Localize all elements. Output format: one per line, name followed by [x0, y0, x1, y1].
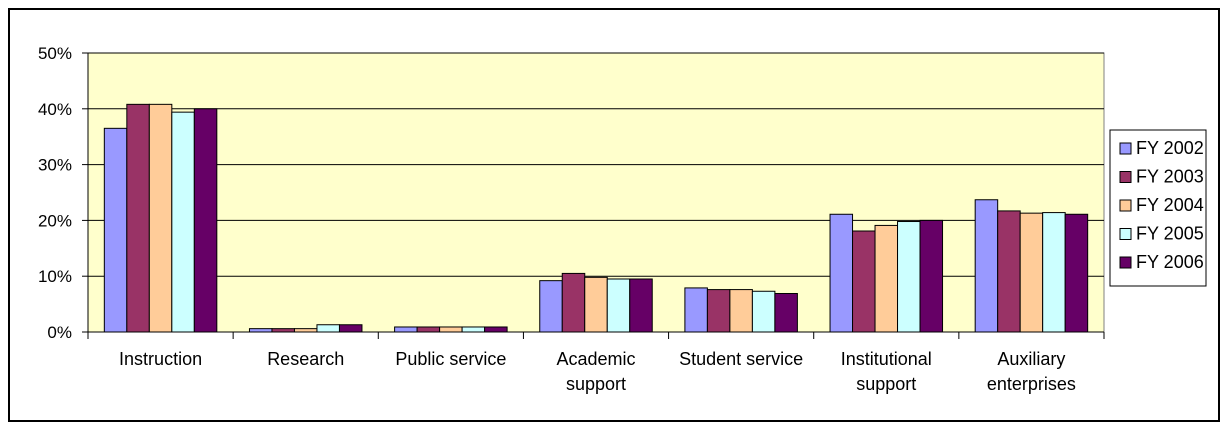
bar [126, 103, 150, 333]
legend-label: FY 2005 [1136, 224, 1204, 244]
legend-label: FY 2006 [1136, 252, 1204, 272]
bar [338, 324, 363, 333]
bar [606, 278, 631, 333]
category-label: Instruction [119, 349, 202, 369]
category-label: enterprises [987, 374, 1076, 394]
bar [919, 219, 944, 333]
legend-label: FY 2002 [1136, 138, 1204, 158]
category-label: support [566, 374, 626, 394]
category-label: Academic [556, 349, 635, 369]
legend-label: FY 2003 [1136, 167, 1204, 187]
bar [774, 292, 798, 333]
legend-swatch [1119, 199, 1132, 212]
bar [729, 289, 753, 333]
bar [974, 199, 999, 333]
bar [684, 287, 708, 333]
legend-swatch [1119, 256, 1132, 269]
bar [706, 289, 731, 333]
bar [561, 272, 586, 333]
bar [193, 108, 218, 333]
bar [897, 221, 921, 333]
bar [461, 326, 486, 333]
category-label: Student service [679, 349, 803, 369]
y-tick-label: 0% [47, 323, 72, 342]
bar [416, 326, 441, 333]
category-label: Auxiliary [997, 349, 1065, 369]
bar [1042, 212, 1066, 333]
bar [148, 103, 173, 333]
y-tick-label: 40% [38, 100, 72, 119]
category-label: Institutional [841, 349, 932, 369]
bar [584, 276, 608, 333]
bar [484, 326, 508, 333]
bar [874, 224, 899, 333]
bar [171, 111, 195, 333]
legend-label: FY 2004 [1136, 195, 1204, 215]
y-tick-label: 10% [38, 267, 72, 286]
bar [439, 326, 463, 333]
legend-swatch [1119, 171, 1132, 183]
category-label: Public service [395, 349, 506, 369]
y-tick-label: 30% [38, 156, 72, 175]
bar [316, 324, 340, 333]
bar [997, 210, 1021, 333]
bar [1019, 212, 1044, 333]
category-label: Research [267, 349, 344, 369]
y-tick-label: 20% [38, 211, 72, 230]
bar [1064, 213, 1089, 333]
bar [394, 326, 418, 333]
bar-chart: 0% 10% 20% 30% 40% 50% Instruction Research Publ… [38, 44, 1207, 394]
chart-frame: 0% 10% 20% 30% 40% 50% Instruction Research Publ… [8, 8, 1220, 422]
bar [629, 278, 653, 333]
y-tick-label: 50% [38, 44, 72, 63]
bar [539, 280, 563, 333]
bar [271, 328, 295, 333]
bar [103, 127, 128, 333]
bar [248, 328, 273, 333]
legend-swatch [1119, 142, 1132, 155]
legend-swatch [1119, 228, 1132, 240]
bar [293, 328, 318, 333]
bar [829, 213, 854, 333]
category-label: support [856, 374, 916, 394]
bar [852, 230, 876, 333]
bar [751, 290, 776, 333]
